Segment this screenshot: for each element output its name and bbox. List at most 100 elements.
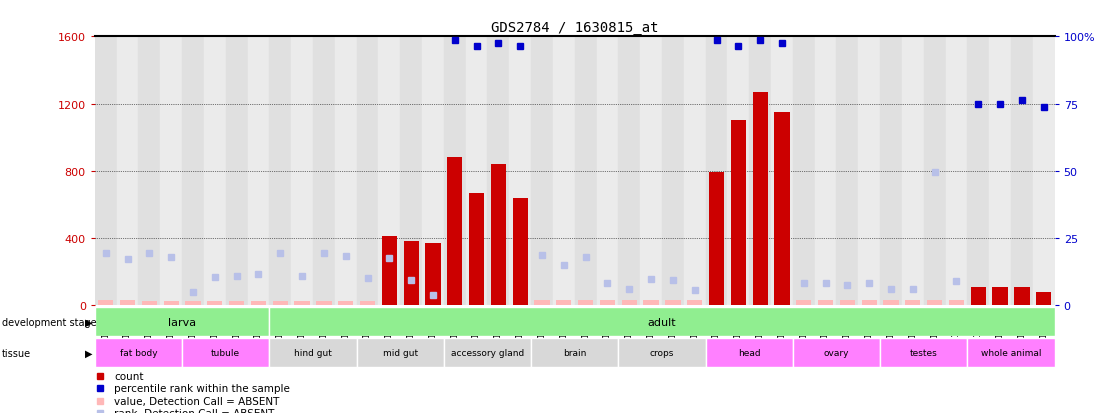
Text: crops: crops bbox=[650, 349, 674, 358]
Bar bbox=[531, 37, 552, 306]
Bar bbox=[182, 339, 269, 368]
Bar bbox=[665, 301, 681, 306]
Bar bbox=[382, 237, 397, 306]
Bar bbox=[95, 37, 117, 306]
Title: GDS2784 / 1630815_at: GDS2784 / 1630815_at bbox=[491, 21, 658, 35]
Bar bbox=[902, 37, 924, 306]
Bar bbox=[858, 37, 881, 306]
Bar bbox=[465, 37, 488, 306]
Bar bbox=[531, 339, 618, 368]
Bar bbox=[992, 287, 1008, 306]
Text: testes: testes bbox=[910, 349, 937, 358]
Bar bbox=[509, 37, 531, 306]
Bar bbox=[142, 301, 157, 306]
Bar bbox=[968, 339, 1055, 368]
Bar bbox=[641, 37, 662, 306]
Bar bbox=[775, 113, 790, 306]
Bar bbox=[818, 301, 834, 306]
Text: ovary: ovary bbox=[824, 349, 849, 358]
Text: ▶: ▶ bbox=[85, 348, 93, 358]
Bar bbox=[989, 37, 1011, 306]
Bar bbox=[792, 37, 815, 306]
Text: count: count bbox=[114, 371, 144, 381]
Bar bbox=[792, 339, 881, 368]
Text: mid gut: mid gut bbox=[383, 349, 417, 358]
Bar bbox=[225, 37, 248, 306]
Bar bbox=[444, 37, 465, 306]
Bar bbox=[1011, 37, 1032, 306]
Bar bbox=[491, 165, 506, 306]
Text: brain: brain bbox=[564, 349, 586, 358]
Bar bbox=[164, 301, 179, 306]
Bar bbox=[357, 37, 378, 306]
Bar bbox=[709, 173, 724, 306]
Bar bbox=[469, 193, 484, 306]
Bar bbox=[401, 37, 422, 306]
Bar bbox=[95, 308, 269, 337]
Bar bbox=[95, 339, 182, 368]
Bar bbox=[1032, 37, 1055, 306]
Bar bbox=[687, 301, 702, 306]
Bar bbox=[295, 301, 310, 306]
Bar bbox=[291, 37, 312, 306]
Bar bbox=[705, 37, 728, 306]
Bar bbox=[927, 301, 942, 306]
Bar bbox=[752, 93, 768, 306]
Text: larva: larva bbox=[169, 317, 196, 327]
Bar bbox=[204, 37, 225, 306]
Bar bbox=[684, 37, 705, 306]
Text: fat body: fat body bbox=[119, 349, 157, 358]
Bar bbox=[338, 301, 354, 306]
Text: value, Detection Call = ABSENT: value, Detection Call = ABSENT bbox=[114, 396, 279, 406]
Bar bbox=[884, 301, 898, 306]
Bar bbox=[971, 287, 985, 306]
Text: rank, Detection Call = ABSENT: rank, Detection Call = ABSENT bbox=[114, 408, 275, 413]
Bar bbox=[425, 244, 441, 306]
Bar bbox=[881, 339, 968, 368]
Bar bbox=[229, 301, 244, 306]
Bar bbox=[378, 37, 401, 306]
Bar bbox=[924, 37, 945, 306]
Bar bbox=[949, 301, 964, 306]
Bar bbox=[556, 301, 571, 306]
Bar bbox=[269, 308, 1055, 337]
Bar bbox=[444, 339, 531, 368]
Bar bbox=[208, 301, 222, 306]
Bar bbox=[905, 301, 921, 306]
Bar bbox=[251, 301, 266, 306]
Bar bbox=[272, 301, 288, 306]
Bar bbox=[618, 37, 641, 306]
Bar bbox=[316, 301, 331, 306]
Bar bbox=[837, 37, 858, 306]
Bar bbox=[312, 37, 335, 306]
Bar bbox=[335, 37, 357, 306]
Bar bbox=[138, 37, 161, 306]
Text: development stage: development stage bbox=[2, 317, 97, 327]
Bar bbox=[618, 339, 705, 368]
Bar bbox=[448, 158, 462, 306]
Bar bbox=[1036, 292, 1051, 306]
Bar bbox=[488, 37, 509, 306]
Text: hind gut: hind gut bbox=[294, 349, 331, 358]
Text: ▶: ▶ bbox=[85, 317, 93, 327]
Text: whole animal: whole animal bbox=[981, 349, 1041, 358]
Bar bbox=[512, 198, 528, 306]
Bar bbox=[771, 37, 792, 306]
Text: tubule: tubule bbox=[211, 349, 240, 358]
Bar bbox=[862, 301, 877, 306]
Bar bbox=[182, 37, 204, 306]
Bar bbox=[749, 37, 771, 306]
Bar bbox=[117, 37, 138, 306]
Bar bbox=[945, 37, 968, 306]
Bar bbox=[535, 301, 550, 306]
Bar bbox=[1014, 287, 1030, 306]
Bar bbox=[968, 37, 989, 306]
Bar bbox=[578, 301, 594, 306]
Bar bbox=[705, 339, 792, 368]
Bar bbox=[728, 37, 749, 306]
Bar bbox=[731, 121, 745, 306]
Bar bbox=[422, 37, 444, 306]
Bar bbox=[98, 301, 114, 306]
Bar bbox=[357, 339, 444, 368]
Bar bbox=[359, 301, 375, 306]
